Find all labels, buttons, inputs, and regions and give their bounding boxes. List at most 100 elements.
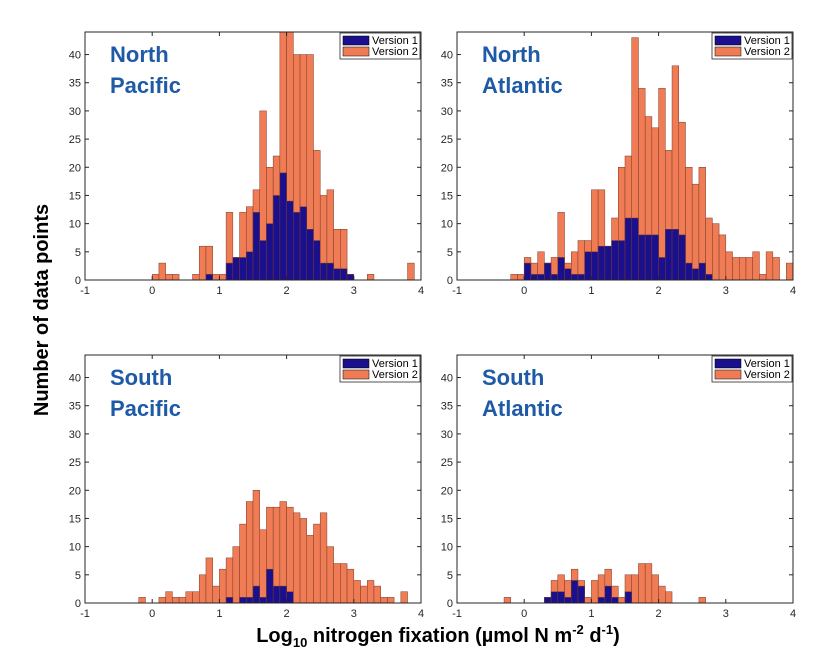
bar-version-2	[219, 274, 227, 281]
legend-label-version-1: Version 1	[744, 35, 790, 47]
bar-version-1	[557, 257, 565, 281]
region-title-line-1: South	[482, 365, 544, 390]
bar-version-2	[165, 591, 173, 604]
bar-version-1	[685, 262, 693, 281]
bar-version-1	[658, 257, 666, 281]
bar-version-2	[503, 597, 512, 604]
bar-version-1	[239, 257, 247, 281]
bar-version-2	[293, 512, 301, 604]
bar-version-2	[644, 563, 653, 604]
bar-version-2	[286, 506, 294, 604]
bar-version-2	[618, 597, 626, 604]
legend-swatch-version-2	[342, 46, 370, 57]
x-tick-label: 3	[351, 285, 357, 297]
legend-swatch-version-1	[714, 35, 742, 46]
bar-version-2	[172, 274, 180, 281]
y-tick-label: 40	[69, 373, 81, 385]
bar-version-1	[550, 591, 559, 604]
legend-swatch-version-2	[714, 46, 742, 57]
axes-frame	[456, 354, 794, 604]
x-tick-label: 0	[149, 608, 155, 620]
bar-version-2	[306, 535, 314, 604]
y-tick-label: 25	[441, 134, 453, 146]
bar-version-2	[158, 597, 166, 604]
bar-version-2	[745, 257, 753, 281]
bar-version-1	[705, 274, 713, 281]
bar-version-1	[564, 268, 572, 281]
bar-version-2	[691, 183, 700, 281]
bar-version-1	[259, 597, 267, 604]
x-tick-label: 2	[656, 285, 662, 297]
bar-version-2	[151, 274, 160, 281]
x-tick-label: 3	[723, 285, 729, 297]
y-tick-label: 15	[69, 190, 81, 202]
legend-label-version-1: Version 1	[372, 35, 418, 47]
bar-version-1	[698, 262, 706, 281]
y-tick-label: 0	[75, 275, 81, 287]
y-tick-label: 30	[441, 429, 453, 441]
bar-version-1	[293, 212, 301, 281]
axes-frame	[456, 31, 794, 281]
bar-version-2	[584, 597, 592, 604]
bar-version-1	[577, 585, 585, 604]
y-tick-label: 10	[69, 542, 81, 554]
legend-swatch-version-1	[714, 358, 742, 369]
bar-version-1	[279, 172, 287, 281]
bar-version-2	[198, 245, 207, 281]
bar-version-2	[138, 597, 146, 604]
bar-version-1	[618, 240, 626, 281]
bar-version-1	[279, 585, 287, 604]
legend-swatch-version-2	[714, 369, 742, 380]
bar-version-2	[326, 546, 334, 604]
bar-version-1	[665, 229, 673, 281]
bar-version-1	[570, 580, 579, 604]
bar-version-1	[306, 229, 314, 281]
x-tick-label: 2	[284, 285, 290, 297]
region-title-line-1: North	[110, 42, 169, 67]
bar-version-2	[313, 523, 321, 604]
y-tick-label: 10	[69, 219, 81, 231]
bar-version-2	[219, 568, 227, 604]
bar-version-2	[786, 262, 794, 281]
bar-version-2	[765, 251, 774, 281]
x-tick-label: 3	[351, 608, 357, 620]
legend-swatch-version-2	[342, 369, 370, 380]
y-tick-label: 0	[75, 598, 81, 610]
bar-version-2	[752, 251, 760, 281]
bar-version-1	[286, 200, 294, 281]
bar-version-2	[591, 580, 599, 604]
bar-version-1	[266, 568, 274, 604]
legend-label-version-2: Version 2	[744, 46, 790, 58]
legend-swatch-version-1	[342, 35, 370, 46]
x-tick-label: -1	[80, 285, 90, 297]
bar-version-1	[577, 274, 585, 281]
bar-version-1	[239, 597, 247, 604]
y-tick-label: 20	[441, 485, 453, 497]
y-tick-label: 20	[441, 162, 453, 174]
x-tick-label: 4	[790, 285, 796, 297]
legend-label-version-1: Version 1	[744, 358, 790, 370]
y-tick-label: 35	[69, 401, 81, 413]
bar-version-2	[232, 546, 240, 604]
bar-version-2	[718, 234, 727, 281]
bar-version-1	[232, 257, 240, 281]
x-axis-title-mid2: d	[584, 625, 602, 647]
bar-version-1	[638, 234, 646, 281]
region-title-line-2: Pacific	[110, 73, 181, 98]
y-tick-label: 40	[441, 373, 453, 385]
x-tick-label: 1	[216, 608, 222, 620]
bar-version-2	[732, 257, 740, 281]
legend-swatch-version-1	[342, 358, 370, 369]
bar-version-2	[510, 274, 518, 281]
bar-version-1	[530, 274, 538, 281]
bar-version-1	[225, 262, 234, 281]
bar-version-2	[738, 257, 747, 281]
legend-label-version-2: Version 2	[744, 369, 790, 381]
bar-version-1	[523, 262, 532, 281]
bar-version-1	[678, 234, 686, 281]
x-tick-label: 2	[284, 608, 290, 620]
